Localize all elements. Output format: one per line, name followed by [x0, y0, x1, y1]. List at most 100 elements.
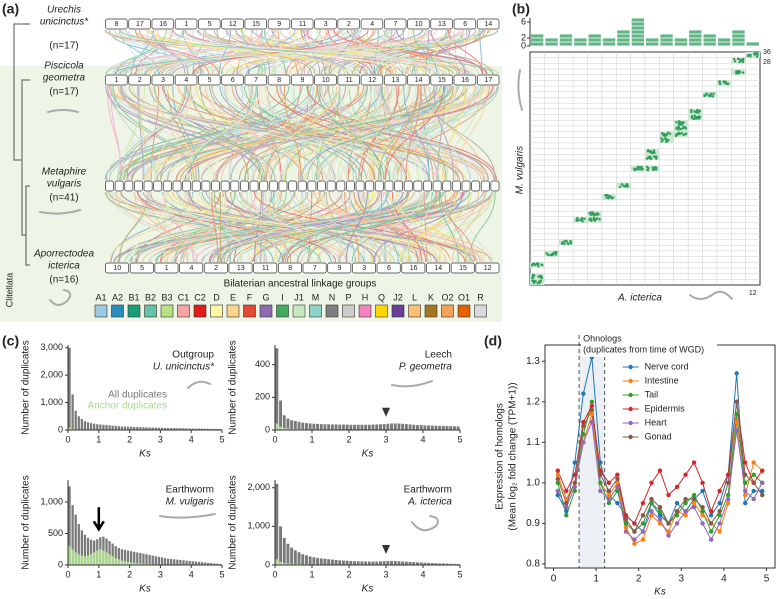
series-point: [555, 480, 560, 486]
synteny-ribbon: [226, 29, 444, 75]
histogram-bar: [674, 38, 688, 42]
synteny-ribbon: [139, 29, 220, 75]
chromosome: [430, 18, 453, 30]
chromosome: [151, 74, 175, 86]
series-point: [717, 513, 722, 518]
x-tick-label: 0: [551, 574, 557, 585]
histogram-bar: [456, 426, 460, 430]
series-point: [598, 468, 603, 473]
chromosome: [172, 180, 182, 192]
chromosome: [268, 180, 278, 192]
histogram-bar: [319, 424, 323, 430]
histogram-bar: [111, 556, 114, 565]
histogram-bar: [559, 38, 573, 42]
synteny-ribbon: [371, 29, 410, 75]
alg-label: Q: [378, 292, 385, 302]
series-point: [581, 440, 586, 445]
series-point: [760, 468, 765, 473]
y-tick-label: 0: [58, 559, 63, 569]
alg-swatch: [424, 304, 438, 318]
y-tick-label: 0: [58, 424, 63, 434]
histogram-bar: [308, 423, 312, 430]
histogram-bar: [293, 550, 297, 565]
series-point: [632, 541, 637, 546]
synteny-dot: [639, 166, 643, 170]
histogram-bar: [282, 563, 286, 565]
y-tick-label: 2,000: [247, 482, 270, 492]
synteny-dot: [718, 80, 721, 83]
synteny-dot: [652, 149, 656, 152]
histogram-bar: [126, 426, 130, 430]
synteny-ribbon: [151, 29, 238, 75]
chromosome: [326, 180, 336, 192]
histogram-bar: [142, 553, 145, 565]
synteny-dot: [531, 276, 535, 279]
synteny-ribbon: [405, 85, 422, 181]
synteny-ribbon: [315, 85, 377, 181]
histogram-bar: [145, 554, 148, 565]
series-point: [589, 407, 595, 413]
chromosome: [476, 74, 500, 86]
synteny-ribbon: [438, 191, 459, 263]
tree-branch: [21, 79, 30, 236]
y-tick-label: 1,000: [40, 397, 63, 407]
y-tick-label: 1.1: [526, 437, 540, 448]
histogram-bar: [136, 563, 139, 565]
species-genus: Urechis: [47, 5, 81, 16]
synteny-ribbon: [123, 29, 277, 75]
synteny-ribbon: [308, 191, 437, 263]
synteny-ribbon: [446, 85, 482, 181]
synteny-ribbon: [148, 29, 438, 75]
series-point: [615, 484, 620, 490]
synteny-dot: [690, 115, 694, 118]
series-point: [683, 500, 688, 506]
chromosome-label: 8: [115, 21, 119, 28]
histogram-bar: [139, 427, 142, 430]
legend-dot: [628, 392, 633, 398]
synteny-ribbon: [317, 85, 385, 181]
synteny-dot: [681, 123, 684, 126]
chromosome: [355, 180, 365, 192]
series-point: [606, 488, 612, 494]
series-point: [640, 521, 646, 526]
synteny-dot: [626, 185, 630, 188]
synteny-dot: [655, 166, 658, 169]
synteny-ribbon: [407, 191, 457, 263]
histogram-bar: [68, 486, 71, 565]
histogram-bar: [136, 552, 139, 565]
synteny-ribbon: [452, 191, 485, 263]
histogram-bar: [342, 560, 345, 565]
histogram-bar: [305, 555, 308, 565]
chromosome-label: 3: [324, 21, 328, 28]
alg-label: N: [329, 292, 336, 302]
histogram-bar: [301, 554, 305, 565]
histogram-bar: [393, 423, 397, 430]
chromosome: [191, 180, 201, 192]
series-point: [742, 480, 748, 486]
histogram-bar: [412, 562, 416, 565]
chromosome: [128, 18, 151, 30]
alg-label: O1: [458, 292, 470, 302]
synteny-dot: [674, 133, 678, 136]
series-point: [623, 513, 629, 518]
histogram-bar: [126, 561, 130, 565]
synteny-ribbon: [341, 191, 366, 263]
chromosome-label: 11: [299, 21, 306, 28]
synteny-ribbon: [371, 85, 468, 181]
series-point: [555, 476, 560, 481]
alg-swatch: [457, 304, 471, 318]
histogram-bar: [367, 561, 371, 565]
chromosome: [297, 180, 307, 192]
series-point: [632, 521, 637, 526]
synteny-ribbon: [283, 85, 302, 181]
series-point: [708, 537, 714, 542]
chromosome: [244, 74, 267, 86]
series-point: [674, 500, 680, 506]
alg-label: F: [247, 292, 253, 302]
synteny-ribbon: [145, 191, 313, 263]
chromosome: [267, 18, 291, 30]
synteny-dot: [690, 110, 693, 114]
chromosome-label: 5: [208, 77, 212, 84]
series-point: [657, 513, 663, 518]
histogram-bar: [559, 42, 573, 46]
